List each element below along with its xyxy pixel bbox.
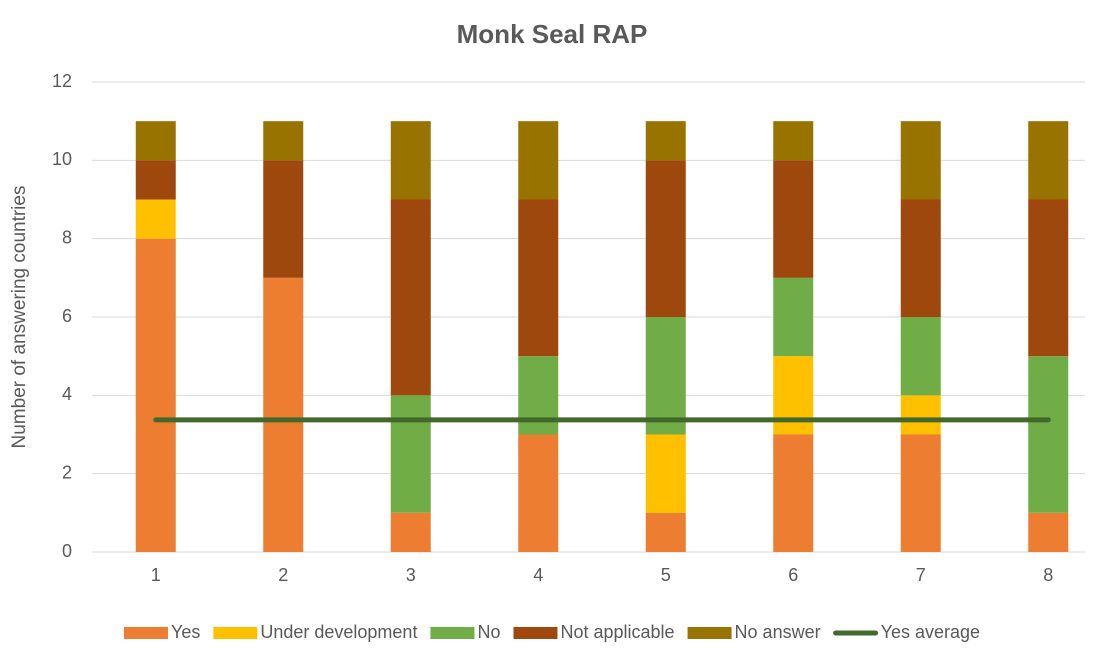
legend-label: Under development <box>260 622 417 642</box>
bar-segment <box>645 512 686 552</box>
bar-segment <box>390 512 431 552</box>
bar-segment <box>390 199 431 396</box>
legend-swatch <box>687 627 732 639</box>
bar-segment <box>900 121 941 200</box>
bar-segment <box>135 238 176 552</box>
x-tick-label: 1 <box>151 565 161 585</box>
bar-segment <box>135 199 176 239</box>
x-tick-label: 5 <box>661 565 671 585</box>
x-tick-label: 3 <box>406 565 416 585</box>
x-tick-label: 8 <box>1043 565 1053 585</box>
legend-label: Yes average <box>881 622 980 642</box>
y-tick-label: 10 <box>52 149 72 169</box>
bar-segment <box>263 160 304 278</box>
bar-segment <box>518 434 559 552</box>
bar-segment <box>1028 121 1069 200</box>
y-tick-label: 12 <box>52 71 72 91</box>
bar-segment <box>900 199 941 317</box>
bar-segment <box>263 121 304 161</box>
legend-swatch <box>513 627 558 639</box>
bar-segment <box>518 199 559 357</box>
bar-segment <box>1028 356 1069 513</box>
bar-segment <box>135 121 176 161</box>
bar-segment <box>390 395 431 513</box>
x-tick-label: 4 <box>533 565 543 585</box>
legend-swatch <box>123 627 168 639</box>
bar-segment <box>1028 199 1069 357</box>
legend-swatch <box>213 627 258 639</box>
y-tick-label: 4 <box>62 384 72 404</box>
bar-segment <box>1028 512 1069 552</box>
x-tick-label: 7 <box>916 565 926 585</box>
bar-segment <box>645 434 686 513</box>
bar-segment <box>773 434 814 552</box>
y-axis-label: Number of answering countries <box>9 186 30 449</box>
bar-segment <box>773 356 814 435</box>
bar-segment <box>773 121 814 161</box>
bar-segment <box>135 160 176 200</box>
bar-segment <box>645 121 686 161</box>
bar-segment <box>773 277 814 357</box>
bar-segment <box>263 277 304 552</box>
bar-segment <box>900 317 941 396</box>
y-tick-label: 6 <box>62 306 72 326</box>
bar-segment <box>518 356 559 435</box>
bar-segment <box>645 160 686 317</box>
legend-swatch <box>430 627 475 639</box>
legend-label: No <box>477 622 500 642</box>
legend-label: Yes <box>171 622 200 642</box>
y-tick-label: 8 <box>62 227 72 247</box>
y-tick-label: 0 <box>62 541 72 561</box>
x-tick-label: 2 <box>278 565 288 585</box>
bar-segment <box>900 395 941 435</box>
bar-segment <box>645 317 686 435</box>
bar-segment <box>390 121 431 200</box>
bar-segment <box>518 121 559 200</box>
y-tick-label: 2 <box>62 462 72 482</box>
bar-segment <box>900 434 941 552</box>
x-tick-label: 6 <box>788 565 798 585</box>
chart-title: Monk Seal RAP <box>457 19 648 49</box>
bar-segment <box>773 160 814 278</box>
legend-label: No answer <box>735 622 821 642</box>
legend-label: Not applicable <box>560 622 674 642</box>
